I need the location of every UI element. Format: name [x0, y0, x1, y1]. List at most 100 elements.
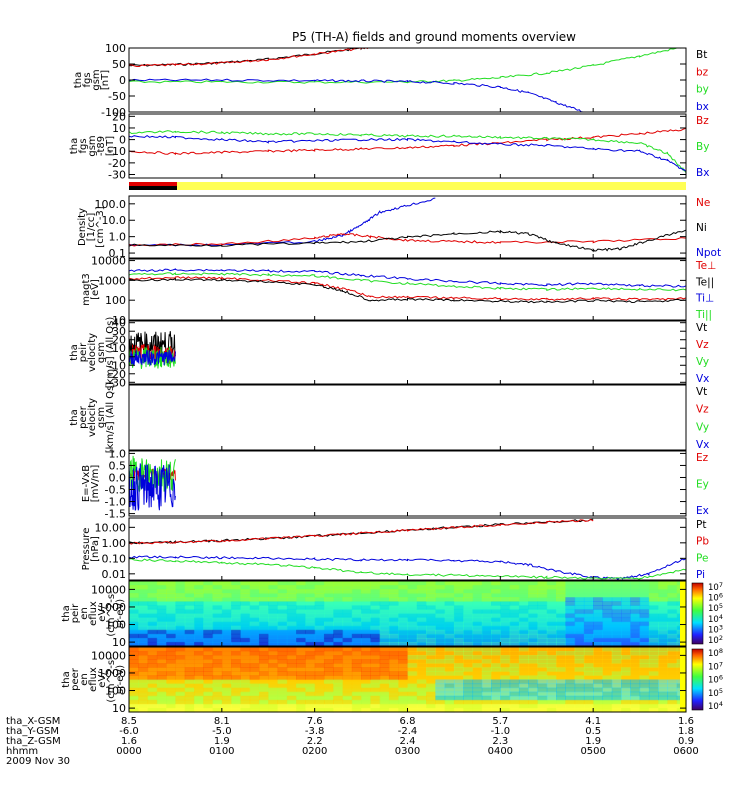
spectrogram-cell: [444, 703, 455, 709]
ylabel-line: [nT]: [105, 136, 116, 156]
spectrogram-cell: [426, 659, 436, 664]
spectrogram-cell: [212, 609, 223, 615]
spectrogram-cell: [277, 707, 288, 713]
spectrogram-cell: [491, 637, 501, 643]
ytick-label: 0: [119, 351, 126, 364]
spectrogram-cell: [611, 683, 622, 689]
legend-entry: Pb: [696, 536, 709, 548]
spectrogram-cell: [268, 617, 279, 623]
spectrogram-cell: [611, 593, 622, 598]
spectrogram-cell: [231, 647, 241, 652]
spectrogram-cell: [648, 625, 659, 631]
spectrogram-cell: [509, 691, 520, 697]
spectrogram-cell: [333, 629, 344, 635]
spectrogram-cell: [351, 647, 362, 652]
spectrogram-cell: [268, 691, 279, 697]
spectrogram-cell: [221, 671, 232, 677]
spectrogram-cell: [249, 605, 260, 611]
spectrogram-cell: [583, 609, 594, 615]
spectrogram-cell: [444, 655, 455, 660]
spectrogram-cell: [240, 667, 251, 672]
spectrogram-cell: [286, 605, 297, 611]
spectrogram-cell: [388, 671, 399, 677]
spectrogram-cell: [658, 605, 669, 611]
spectrogram-cell: [193, 699, 204, 705]
spectrogram-cell: [667, 683, 678, 689]
spectrogram-cell: [147, 633, 158, 639]
spectrogram-cell: [240, 647, 251, 652]
spectrogram-cell: [639, 667, 650, 672]
spectrogram-cell: [138, 707, 149, 713]
spectrogram-cell: [481, 585, 492, 590]
spectrogram-cell: [611, 659, 622, 664]
spectrogram-cell: [621, 671, 631, 677]
spectrogram-cell: [231, 671, 241, 677]
spectrogram-cell: [314, 699, 325, 705]
ytick-label: 10000: [91, 649, 126, 662]
spectrogram-cell: [630, 593, 641, 598]
spectrogram-cell: [277, 593, 288, 598]
spectrogram-cell: [509, 687, 520, 693]
spectrogram-cell: [556, 621, 566, 627]
spectrogram-cell: [166, 593, 177, 598]
spectrogram-cell: [509, 597, 520, 602]
spectrogram-cell: [574, 675, 585, 681]
spectrogram-cell: [361, 613, 371, 619]
spectrogram-cell: [630, 613, 641, 619]
spectrogram-cell: [240, 625, 251, 631]
spectrogram-cell: [472, 621, 483, 627]
spectrogram-cell: [314, 695, 325, 701]
spectrogram-cell: [129, 601, 139, 606]
spectrogram-cell: [518, 651, 529, 656]
spectrogram-cell: [212, 597, 223, 602]
panel-frame: [128, 258, 687, 321]
spectrogram-cell: [268, 601, 279, 606]
spectrogram-cell: [602, 617, 613, 623]
spectrogram-cell: [147, 593, 158, 598]
spectrogram-cell: [323, 655, 334, 660]
spectrogram-cell: [398, 651, 409, 656]
spectrogram-cell: [565, 651, 576, 656]
spectrogram-cell: [565, 633, 576, 639]
spectrogram-cell: [221, 613, 232, 619]
spectrogram-cell: [361, 703, 371, 709]
ytick-label: 100: [105, 619, 126, 632]
spectrogram-cell: [212, 651, 223, 656]
spectrogram-cell: [481, 663, 492, 668]
spectrogram-cell: [296, 683, 306, 689]
spectrogram-cell: [621, 651, 631, 656]
spectrogram-cell: [388, 581, 399, 586]
spectrogram-cell: [583, 659, 594, 664]
spectrogram-cell: [156, 581, 167, 586]
spectrogram-cell: [565, 671, 576, 677]
spectrogram-cell: [500, 609, 511, 615]
spectrogram-cell: [667, 601, 678, 606]
spectrogram-cell: [156, 703, 167, 709]
spectrogram-cell: [639, 581, 650, 586]
spectrogram-cell: [184, 609, 195, 615]
spectrogram-cell: [156, 593, 167, 598]
spectrogram-cell: [221, 699, 232, 705]
spectrogram-cell: [398, 589, 409, 594]
spectrogram-cell: [305, 581, 316, 586]
spectrogram-cell: [231, 601, 241, 606]
spectrogram-cell: [203, 647, 214, 652]
spectrogram-cell: [509, 707, 520, 713]
spectrogram-cell: [370, 625, 381, 631]
spectrogram-cell: [277, 687, 288, 693]
spectrogram-cell: [258, 613, 269, 619]
spectrogram-cell: [286, 625, 297, 631]
spectrogram-cell: [323, 633, 334, 639]
spectrogram-cell: [138, 585, 149, 590]
spectrogram-cell: [258, 663, 269, 668]
spectrogram-cell: [556, 699, 566, 705]
spectrogram-cell: [546, 625, 557, 631]
spectrogram-cell: [323, 613, 334, 619]
spectrogram-cell: [435, 597, 446, 602]
spectrogram-cell: [156, 601, 167, 606]
spectrogram-cell: [296, 581, 306, 586]
spectrogram-cell: [593, 663, 604, 668]
spectrogram-cell: [184, 679, 195, 685]
spectrogram-cell: [574, 625, 585, 631]
spectrogram-cell: [323, 593, 334, 598]
